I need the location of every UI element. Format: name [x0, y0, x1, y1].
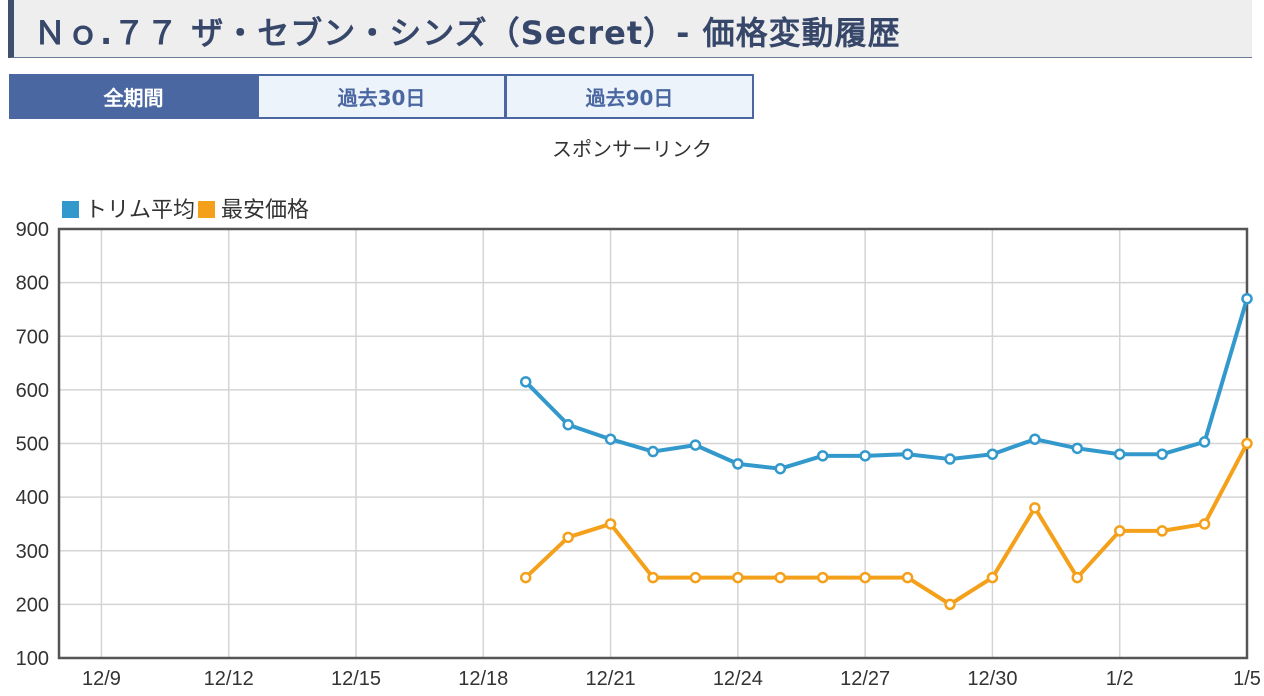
x-tick-label: 1/2 [1106, 668, 1134, 690]
data-point-lowest-price [1241, 437, 1253, 450]
y-tick-label: 800 [16, 273, 49, 295]
data-point-lowest-price [1029, 502, 1041, 514]
x-tick-label: 12/9 [82, 668, 121, 690]
data-point-lowest-price [604, 518, 617, 530]
x-tick-label: 12/27 [840, 668, 890, 690]
data-point-lowest-price [816, 571, 829, 584]
x-tick-label: 12/21 [586, 668, 636, 690]
y-tick-label: 700 [16, 326, 49, 348]
x-tick-label: 12/15 [331, 668, 381, 690]
data-point-trim-average [859, 450, 871, 462]
y-tick-label: 500 [16, 434, 49, 456]
data-point-trim-average [944, 453, 956, 465]
x-tick-label: 12/18 [458, 668, 508, 690]
tab-all-period[interactable]: 全期間 [9, 74, 258, 119]
data-point-lowest-price [1198, 518, 1211, 530]
page-title: Ｎｏ.７７ ザ・セブン・シンズ（Secret）- 価格変動履歴 [34, 14, 901, 52]
series-line-lowest-price [524, 442, 1249, 607]
x-tick-label: 12/30 [967, 668, 1017, 690]
data-point-trim-average [604, 433, 617, 445]
data-point-lowest-price [986, 571, 999, 584]
y-tick-label: 600 [16, 380, 49, 402]
chart-axes: 100 200 300 400 500 600 700 800 900 12/9 12/12 12/1… [16, 219, 1261, 690]
data-point-trim-average [1241, 292, 1253, 305]
data-point-lowest-price [944, 598, 956, 611]
data-point-lowest-price [774, 571, 787, 584]
data-point-trim-average [816, 450, 829, 462]
y-tick-label: 100 [16, 648, 49, 670]
data-point-trim-average [689, 439, 702, 451]
data-point-lowest-price [1113, 525, 1126, 537]
data-point-trim-average [1071, 442, 1084, 455]
chart-legend: トリム平均 最安価格 [62, 198, 309, 223]
chart-grid [59, 228, 1248, 659]
period-tabs: 全期間 過去30日 過去90日 [9, 74, 754, 119]
legend-label-trim-average: トリム平均 [85, 198, 195, 223]
y-tick-label: 300 [16, 541, 49, 563]
data-point-trim-average [1156, 448, 1168, 460]
data-point-lowest-price [1071, 571, 1084, 584]
price-history-chart: トリム平均 最安価格 100 200 300 400 500 600 700 800 900 12/… [16, 198, 1261, 690]
data-point-trim-average [986, 448, 999, 460]
tab-past-90-days[interactable]: 過去90日 [505, 74, 754, 119]
series-line-trim-average [524, 298, 1249, 471]
x-tick-label: 1/5 [1233, 668, 1261, 690]
legend-swatch-trim-average [62, 201, 79, 218]
page-title-bar: Ｎｏ.７７ ザ・セブン・シンズ（Secret）- 価格変動履歴 [8, 0, 1252, 58]
data-point-trim-average [774, 462, 787, 475]
x-tick-label: 12/12 [204, 668, 254, 690]
x-tick-label: 12/24 [713, 668, 763, 690]
data-point-lowest-price [519, 571, 532, 584]
chart-series [519, 292, 1253, 611]
data-point-trim-average [1113, 448, 1126, 460]
legend-label-lowest-price: 最安価格 [221, 198, 309, 223]
legend-swatch-lowest-price [198, 201, 215, 218]
data-point-trim-average [1198, 436, 1211, 448]
data-point-trim-average [519, 376, 532, 388]
data-point-trim-average [1029, 433, 1041, 445]
y-tick-label: 400 [16, 487, 49, 509]
data-point-trim-average [732, 458, 744, 470]
data-point-lowest-price [689, 571, 702, 584]
data-point-lowest-price [647, 571, 659, 584]
data-point-lowest-price [859, 571, 871, 584]
data-point-trim-average [562, 418, 574, 431]
sponsor-link-label: スポンサーリンク [552, 137, 712, 161]
data-point-lowest-price [1156, 525, 1168, 537]
data-point-trim-average [901, 448, 914, 460]
y-tick-label: 200 [16, 594, 49, 616]
y-tick-label: 900 [16, 219, 49, 241]
data-point-trim-average [647, 445, 659, 458]
data-point-lowest-price [732, 571, 744, 584]
data-point-lowest-price [562, 531, 574, 544]
tab-past-30-days[interactable]: 過去30日 [257, 74, 506, 119]
data-point-lowest-price [901, 571, 914, 584]
